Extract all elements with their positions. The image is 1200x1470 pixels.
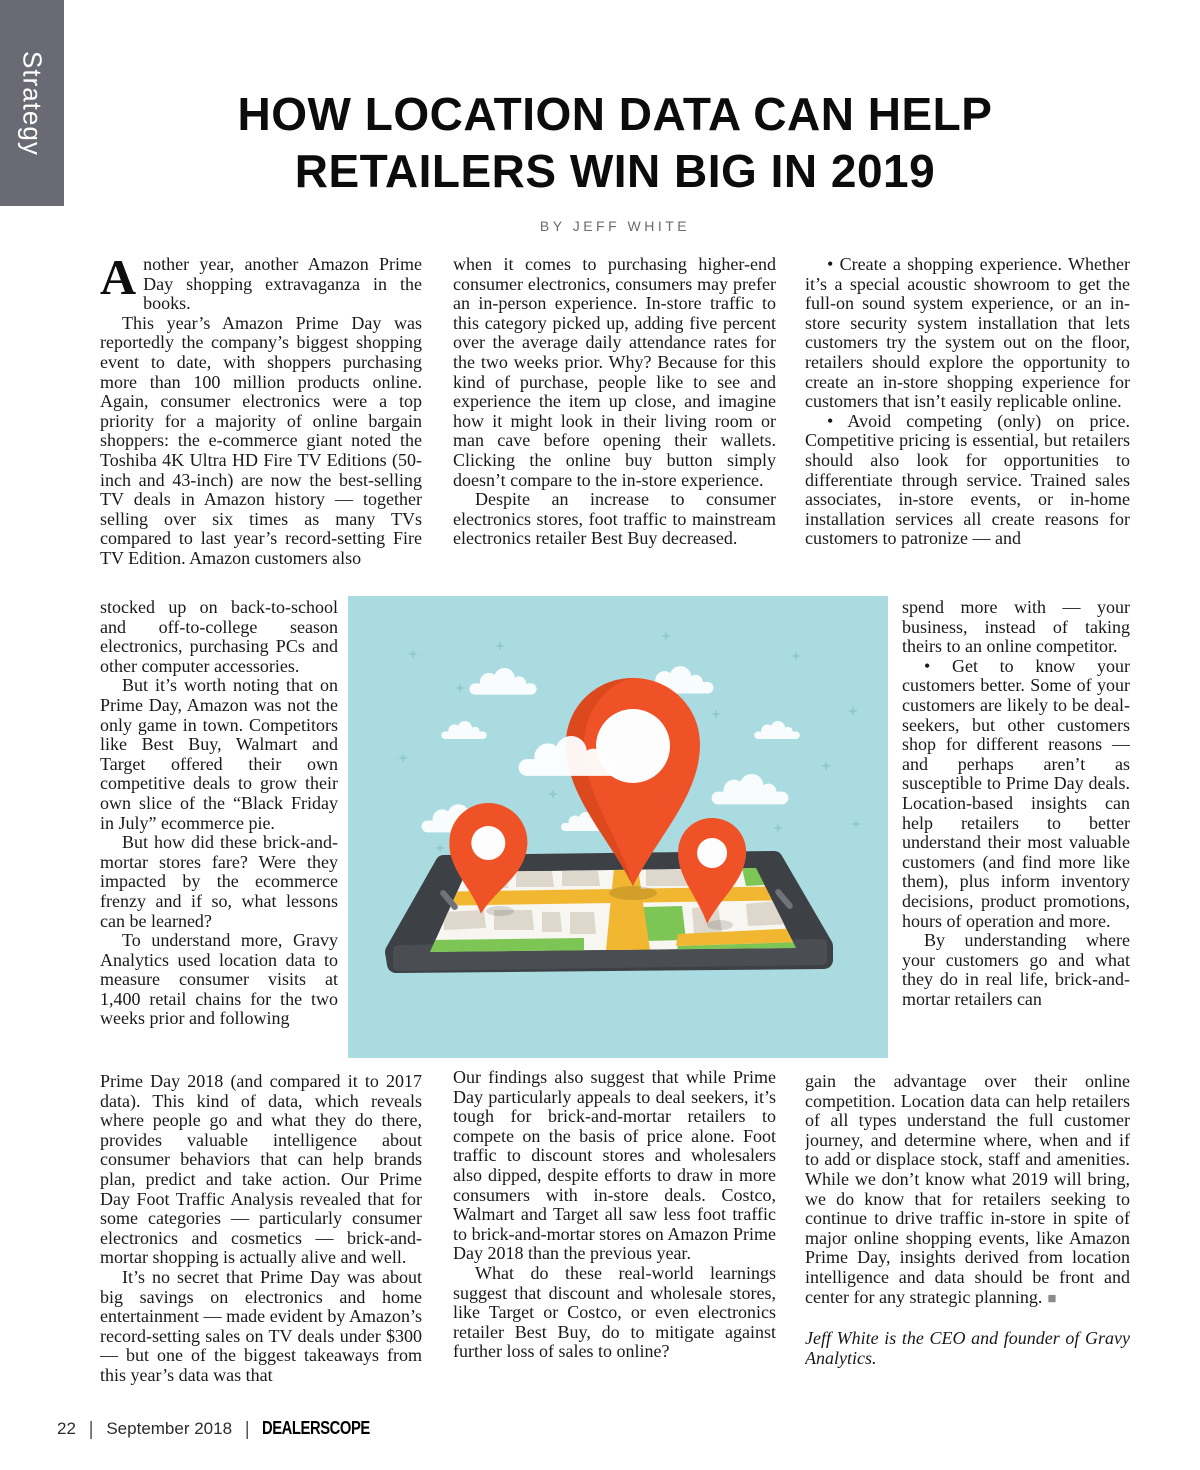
bullet-paragraph: • Get to know your customers better. Som… (902, 655, 1130, 931)
column3-text-top: • Create a shopping experience. Whether … (805, 255, 1130, 595)
pin-shadow (707, 920, 733, 930)
tablet-icon (385, 851, 833, 973)
author-note: Jeff White is the CEO and founder of Gra… (805, 1328, 1130, 1368)
paragraph: when it comes to purchasing higher-end c… (453, 255, 776, 490)
location-data-illustration (348, 596, 888, 1058)
page-number: 22 (57, 1418, 76, 1438)
column2-text-bottom: Our findings also suggest that while Pri… (453, 1068, 776, 1406)
paragraph: Our findings also suggest that while Pri… (453, 1068, 776, 1264)
footer-separator: | (88, 1417, 94, 1439)
paragraph: This year’s Amazon Prime Day was reporte… (100, 312, 422, 568)
column2-text-top: when it comes to purchasing higher-end c… (453, 255, 776, 595)
paragraph: What do these real-world learnings sugge… (453, 1262, 776, 1362)
paragraph: To understand more, Gravy Analytics used… (100, 930, 338, 1029)
article-end-mark: ■ (1047, 1290, 1057, 1307)
issue-date: September 2018 (106, 1418, 233, 1438)
page-footer: 22 | September 2018 | DEALERSCOPE (57, 1417, 394, 1439)
paragraph-text: gain the advantage over their online com… (805, 1072, 1130, 1307)
paragraph: But it’s worth noting that on Prime Day,… (100, 675, 338, 833)
paragraph: Prime Day 2018 (and compared it to 2017 … (100, 1072, 422, 1268)
pin-shadow (486, 906, 514, 916)
tablet-speaker-right (775, 889, 793, 909)
paragraph: But how did these brick-and-mortar store… (100, 832, 338, 931)
paragraph: stocked up on back-to-school and off-to-… (100, 598, 338, 676)
column3-text-bottom: gain the advantage over their online com… (805, 1072, 1130, 1410)
column1-text-narrow: stocked up on back-to-school and off-to-… (100, 598, 338, 1068)
title-line-2: RETAILERS WIN BIG IN 2019 (294, 145, 936, 197)
location-pin-icon-right (678, 818, 747, 924)
pin-shadow (609, 886, 657, 900)
article-title: HOW LOCATION DATA CAN HELP RETAILERS WIN… (100, 86, 1130, 200)
bullet-paragraph: • Create a shopping experience. Whether … (805, 255, 1130, 412)
paragraph: It’s no secret that Prime Day was about … (100, 1266, 422, 1385)
footer-separator: | (245, 1417, 250, 1439)
publication-logo: DEALERSCOPE (262, 1418, 371, 1438)
section-tab[interactable]: Strategy (0, 0, 64, 206)
paragraph: Despite an increase to consumer electron… (453, 489, 776, 549)
paragraph: spend more with — your business, instead… (902, 598, 1130, 657)
dropcap: A (100, 255, 137, 305)
location-pin-icon-left (449, 803, 528, 914)
section-label: Strategy (17, 50, 48, 156)
title-line-1: HOW LOCATION DATA CAN HELP (237, 88, 993, 140)
paragraph: By understanding where your customers go… (902, 930, 1130, 1009)
bullet-paragraph: • Avoid competing (only) on price. Compe… (805, 410, 1130, 549)
column1-text-bottom: Prime Day 2018 (and compared it to 2017 … (100, 1072, 422, 1406)
paragraph: gain the advantage over their online com… (805, 1072, 1130, 1309)
tablet-speaker-left (440, 890, 458, 910)
byline: BY JEFF WHITE (539, 218, 691, 234)
paragraph-text: nother year, another Amazon Prime Day sh… (143, 255, 422, 314)
column3-text-narrow: spend more with — your business, instead… (902, 598, 1130, 1068)
